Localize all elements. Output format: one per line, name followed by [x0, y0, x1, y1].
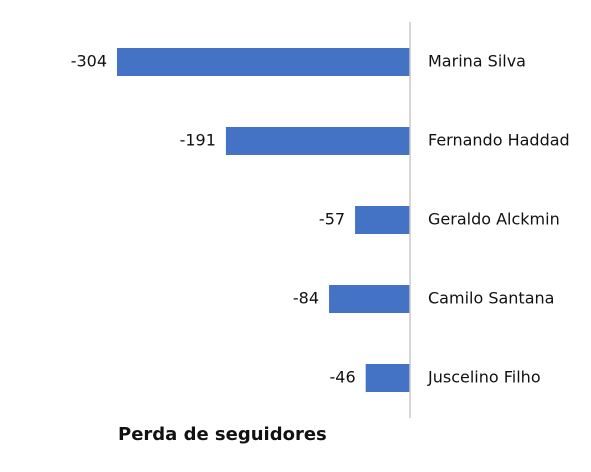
axis-label: Perda de seguidores	[118, 424, 327, 445]
category-label: Camilo Santana	[428, 289, 554, 308]
category-label: Geraldo Alckmin	[428, 210, 560, 229]
value-label: -84	[293, 289, 319, 308]
category-label: Juscelino Filho	[427, 368, 541, 387]
value-label: -304	[71, 52, 107, 71]
bar	[329, 285, 410, 313]
bar	[355, 206, 410, 234]
bar	[117, 48, 410, 76]
bar	[365, 364, 410, 392]
bar	[225, 127, 410, 155]
category-label: Marina Silva	[428, 52, 526, 71]
value-label: -191	[180, 131, 216, 150]
value-label: -46	[330, 368, 356, 387]
category-label: Fernando Haddad	[428, 131, 570, 150]
value-label: -57	[319, 210, 345, 229]
